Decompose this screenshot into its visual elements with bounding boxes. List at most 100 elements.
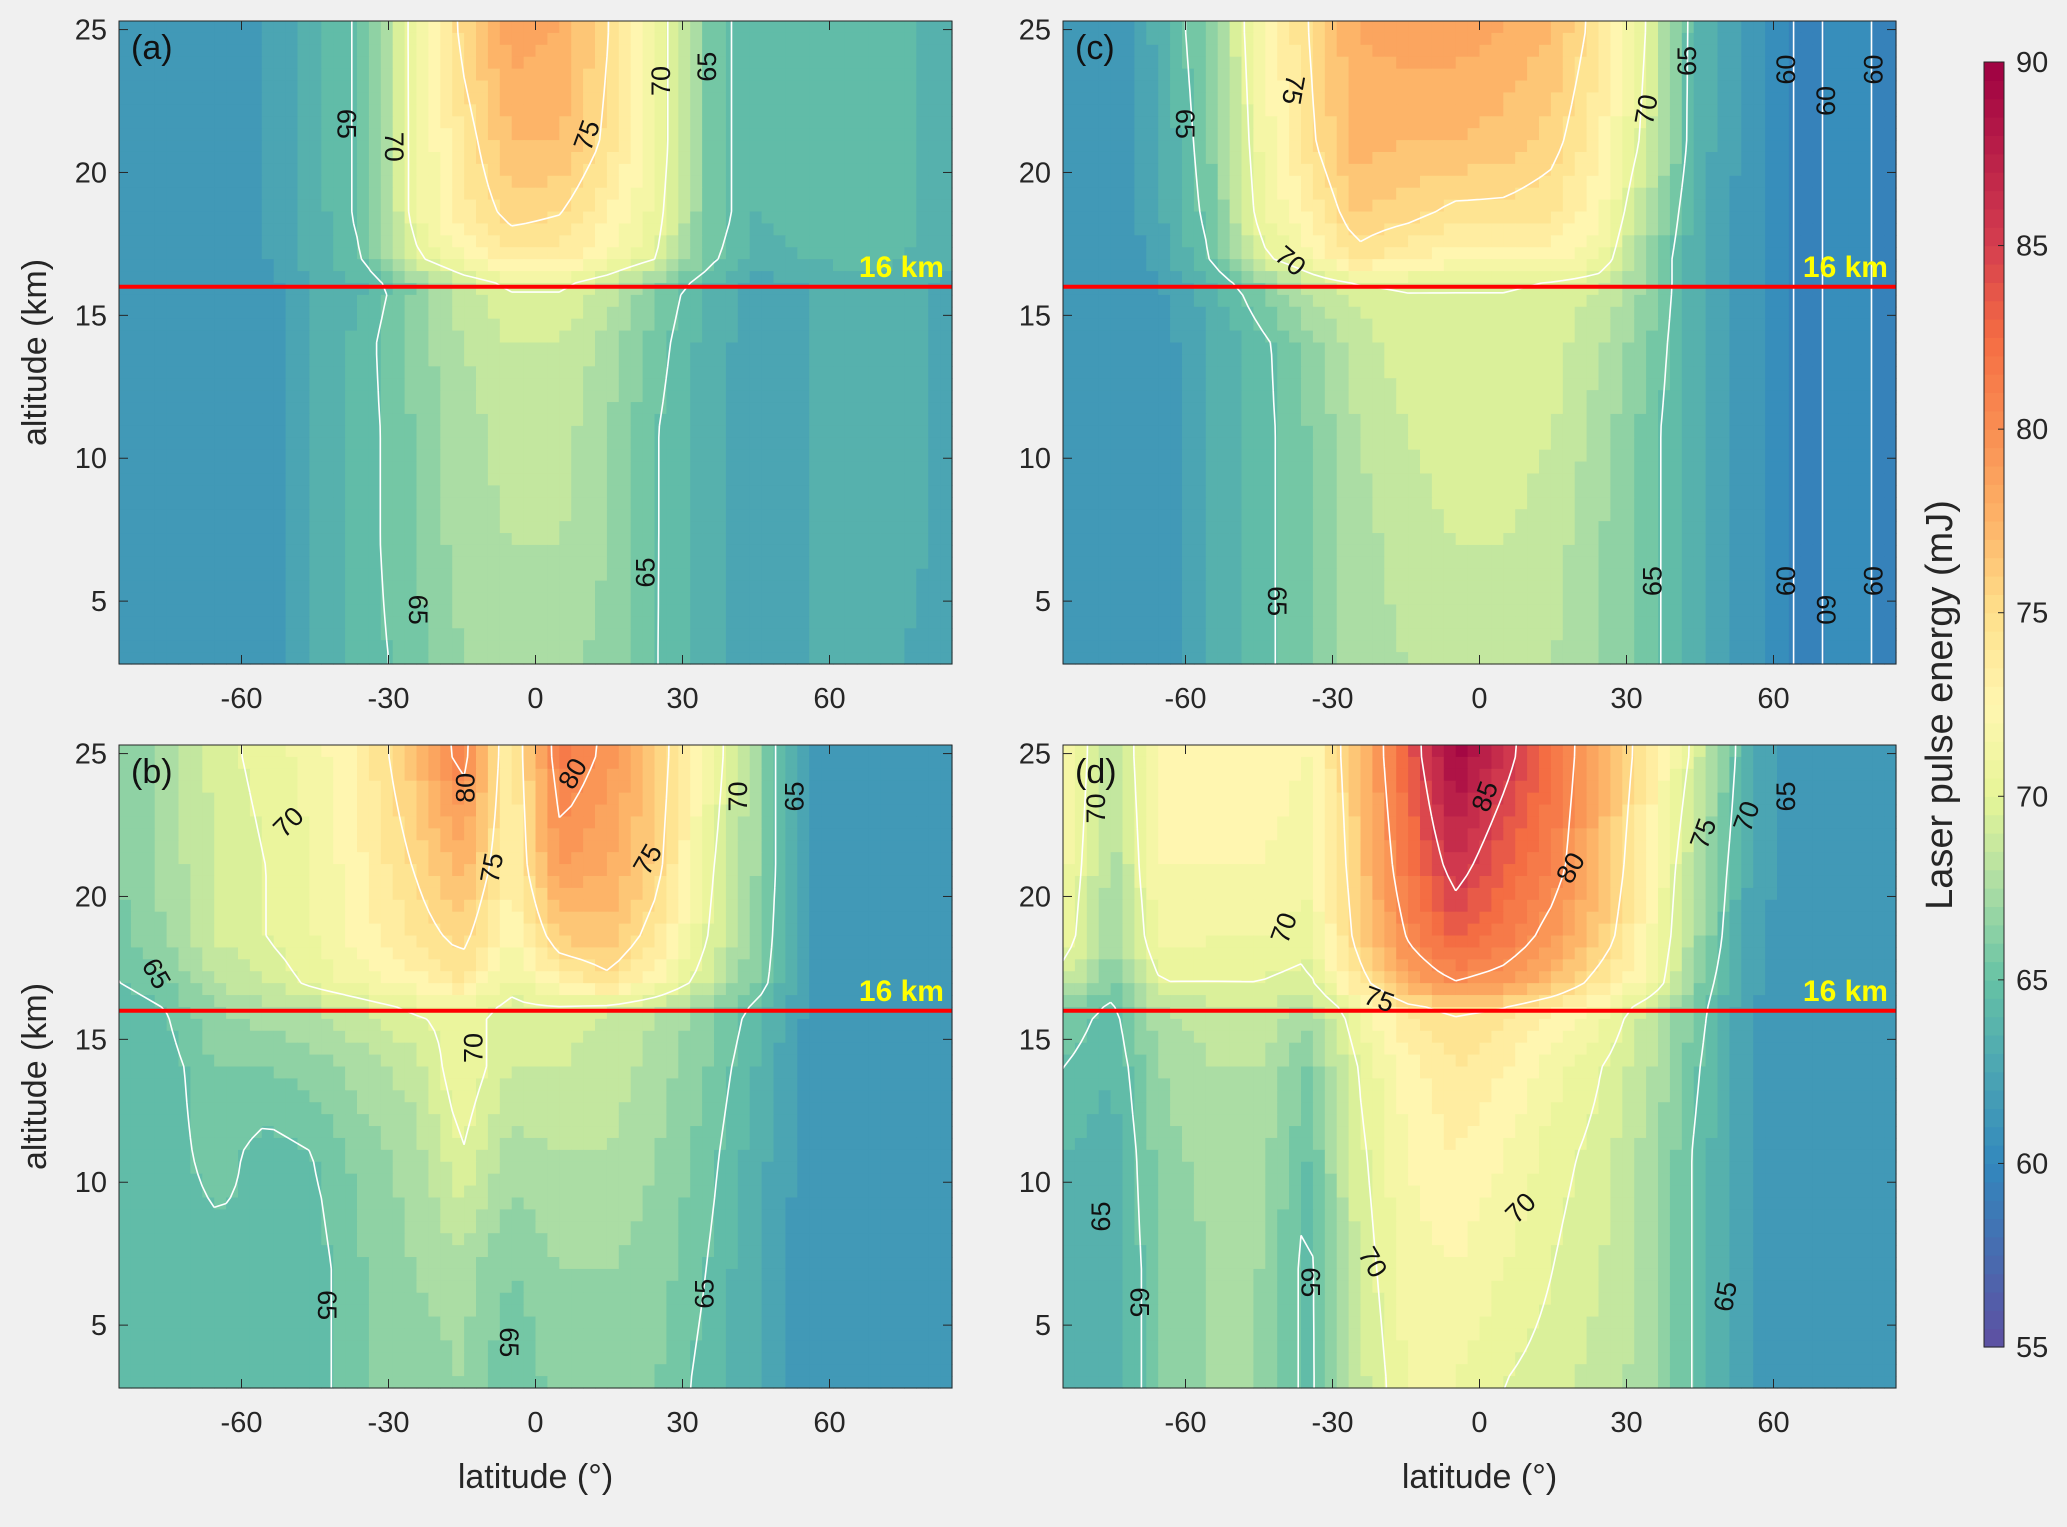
heatmap-cell bbox=[690, 768, 703, 782]
heatmap-cell bbox=[226, 247, 239, 260]
heatmap-cell bbox=[714, 259, 727, 272]
heatmap-cell bbox=[178, 211, 191, 225]
heatmap-cell bbox=[333, 485, 346, 498]
heatmap-cell bbox=[844, 509, 858, 522]
heatmap-cell bbox=[892, 128, 905, 141]
heatmap-cell bbox=[392, 768, 406, 782]
heatmap-cell bbox=[392, 378, 406, 391]
heatmap-cell bbox=[464, 306, 477, 320]
heatmap-cell bbox=[618, 318, 632, 332]
heatmap-cell bbox=[809, 628, 822, 641]
heatmap-cell bbox=[273, 768, 287, 782]
heatmap-cell bbox=[654, 449, 667, 463]
heatmap-cell bbox=[226, 935, 239, 949]
heatmap-cell bbox=[380, 163, 394, 177]
heatmap-cell bbox=[309, 175, 322, 189]
heatmap-cell bbox=[226, 616, 239, 629]
heatmap-cell bbox=[833, 425, 846, 439]
heatmap-cell bbox=[166, 544, 180, 558]
heatmap-cell bbox=[749, 497, 763, 510]
heatmap-cell bbox=[261, 449, 275, 463]
heatmap-cell bbox=[702, 56, 715, 70]
y-tick-label: 5 bbox=[91, 586, 107, 618]
heatmap-cell bbox=[238, 342, 251, 356]
heatmap-cell bbox=[737, 509, 751, 522]
heatmap-cell bbox=[868, 509, 882, 522]
heatmap-cell bbox=[868, 580, 882, 594]
heatmap-cell bbox=[333, 342, 346, 356]
heatmap-cell bbox=[499, 92, 513, 105]
heatmap-cell bbox=[844, 497, 858, 510]
heatmap-cell bbox=[749, 151, 763, 165]
heatmap-cell bbox=[261, 32, 275, 46]
heatmap-cell bbox=[916, 768, 929, 782]
heatmap-cell bbox=[785, 887, 798, 901]
heatmap-cell bbox=[761, 887, 775, 901]
heatmap-cell bbox=[154, 852, 168, 865]
heatmap-cell bbox=[666, 449, 679, 463]
heatmap-cell bbox=[380, 366, 394, 379]
heatmap-cell bbox=[511, 271, 525, 284]
heatmap-cell bbox=[273, 44, 287, 58]
heatmap-cell bbox=[916, 911, 929, 925]
heatmap-cell bbox=[178, 756, 191, 770]
heatmap-cell bbox=[916, 44, 929, 58]
heatmap-cell bbox=[618, 485, 632, 498]
heatmap-cell bbox=[119, 780, 132, 794]
heatmap-cell bbox=[476, 223, 489, 236]
heatmap-cell bbox=[773, 199, 786, 213]
heatmap-cell bbox=[630, 187, 644, 201]
heatmap-cell bbox=[154, 378, 168, 391]
heatmap-cell bbox=[749, 473, 763, 486]
heatmap-cell bbox=[249, 116, 263, 129]
heatmap-cell bbox=[714, 56, 727, 70]
heatmap-cell bbox=[249, 80, 263, 94]
heatmap-cell bbox=[440, 104, 453, 117]
heatmap-cell bbox=[178, 21, 191, 34]
heatmap-cell bbox=[666, 628, 679, 641]
heatmap-cell bbox=[940, 413, 953, 427]
heatmap-cell bbox=[844, 413, 858, 427]
heatmap-cell bbox=[678, 223, 691, 236]
heatmap-cell bbox=[678, 544, 691, 558]
heatmap-cell bbox=[642, 318, 656, 332]
heatmap-cell bbox=[464, 437, 477, 451]
heatmap-cell bbox=[297, 402, 310, 415]
heatmap-cell bbox=[559, 259, 572, 272]
heatmap-cell bbox=[749, 521, 763, 534]
heatmap-cell bbox=[916, 628, 929, 641]
heatmap-cell bbox=[166, 354, 180, 367]
heatmap-cell bbox=[202, 175, 215, 189]
heatmap-cell bbox=[880, 187, 894, 201]
heatmap-cell bbox=[809, 616, 822, 629]
heatmap-cell bbox=[154, 306, 168, 320]
heatmap-cell bbox=[226, 449, 239, 463]
heatmap-cell bbox=[856, 211, 870, 225]
heatmap-cell bbox=[309, 330, 322, 344]
heatmap-cell bbox=[547, 187, 560, 201]
heatmap-cell bbox=[606, 533, 620, 546]
heatmap-cell bbox=[380, 128, 394, 141]
heatmap-cell bbox=[190, 864, 203, 877]
heatmap-cell bbox=[904, 92, 917, 105]
heatmap-cell bbox=[487, 473, 501, 486]
heatmap-cell bbox=[725, 568, 739, 582]
heatmap-cell bbox=[761, 306, 775, 320]
heatmap-cell bbox=[511, 128, 525, 141]
heatmap-cell bbox=[214, 544, 227, 558]
heatmap-cell bbox=[714, 828, 727, 841]
heatmap-cell bbox=[904, 413, 917, 427]
heatmap-cell bbox=[737, 875, 751, 889]
heatmap-cell bbox=[868, 887, 882, 901]
heatmap-cell bbox=[868, 756, 882, 770]
heatmap-cell bbox=[844, 911, 858, 925]
heatmap-cell bbox=[892, 756, 905, 770]
heatmap-cell bbox=[535, 556, 548, 570]
heatmap-cell bbox=[761, 804, 775, 818]
heatmap-cell bbox=[202, 354, 215, 367]
heatmap-cell bbox=[916, 21, 929, 34]
heatmap-cell bbox=[535, 68, 548, 82]
heatmap-cell bbox=[368, 780, 382, 794]
heatmap-cell bbox=[797, 413, 810, 427]
heatmap-cell bbox=[678, 756, 691, 770]
